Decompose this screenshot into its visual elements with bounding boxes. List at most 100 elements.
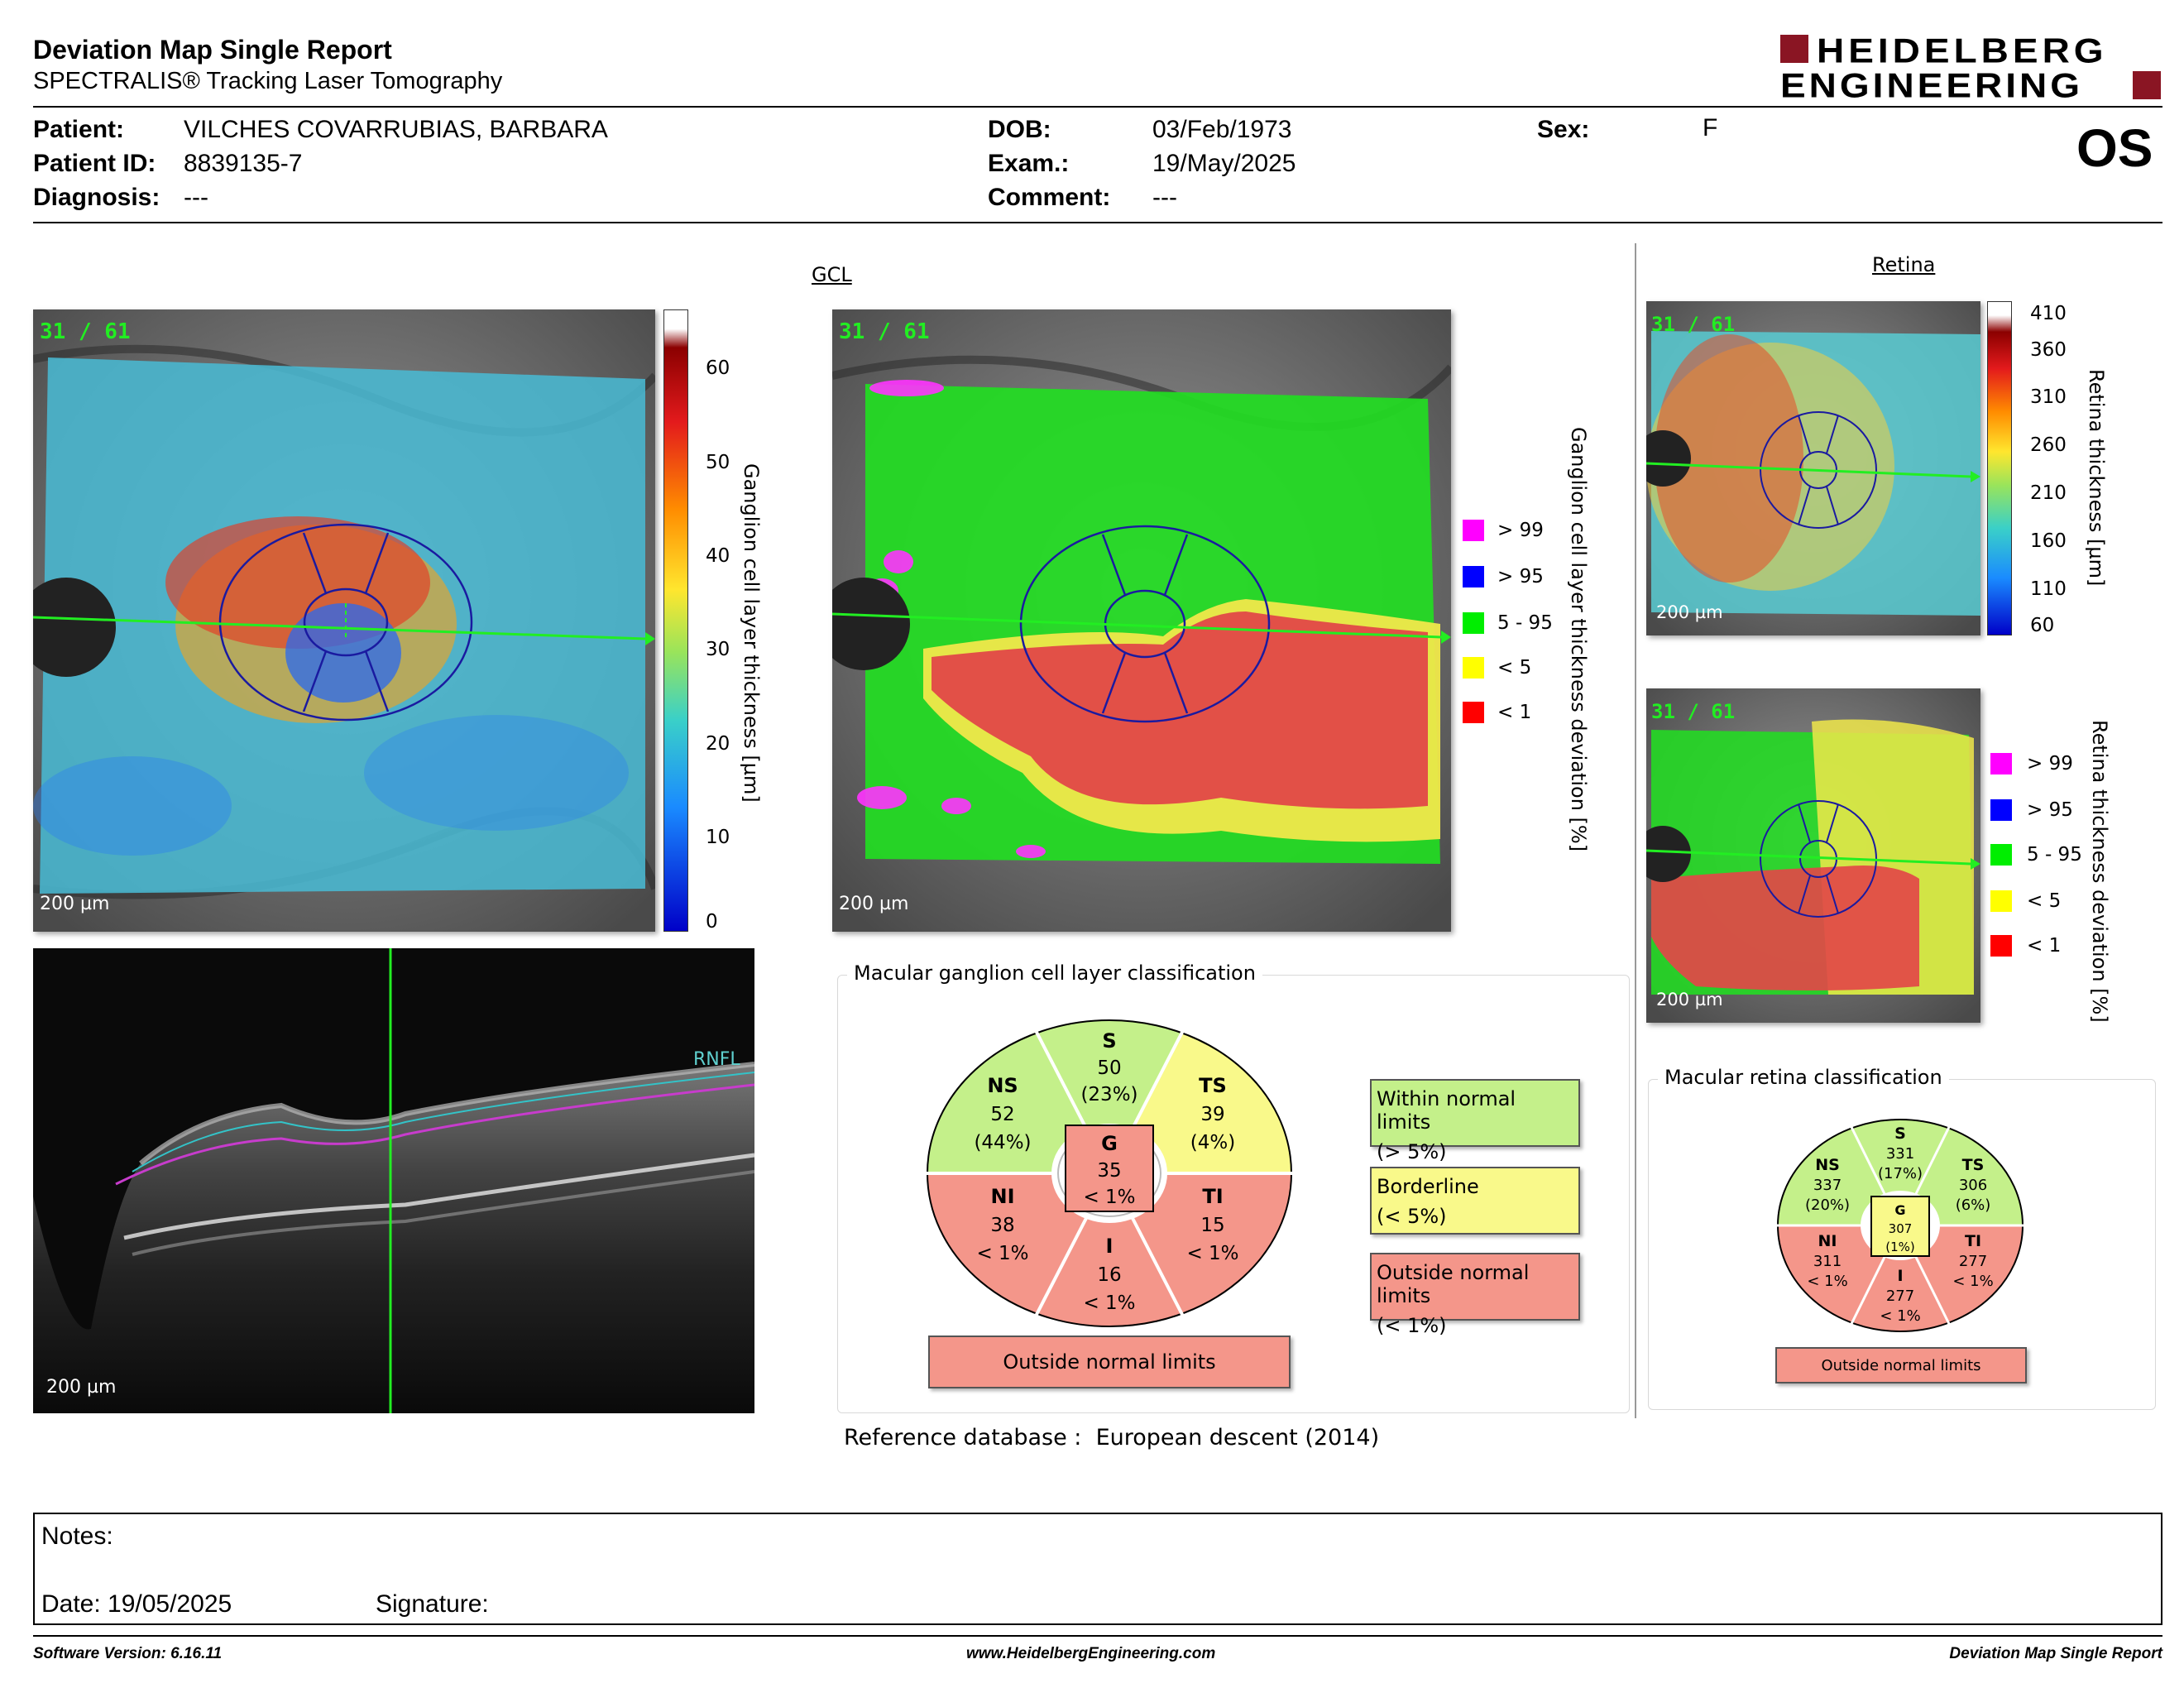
r-sector-ns-pct: (20%) — [1805, 1196, 1850, 1214]
notes-box[interactable] — [33, 1513, 2162, 1625]
heidelberg-logo: HEIDELBERG ENGINEERING — [1780, 31, 2161, 104]
sector-s-pct: (23%) — [1080, 1084, 1138, 1105]
r-sector-s-value: 331 — [1886, 1145, 1914, 1163]
legend-swatch-gt95 — [1463, 566, 1484, 587]
retina-legend-label: > 95 — [2027, 799, 2073, 821]
r-sector-ni-label: NI — [1818, 1232, 1837, 1250]
software-version: Software Version: 6.16.11 — [33, 1645, 223, 1662]
r-sector-g-value: 307 — [1889, 1221, 1913, 1236]
retina-dev-scale-bar: 200 µm — [1656, 990, 1723, 1009]
retina-tick: 260 — [2030, 434, 2067, 456]
website-link[interactable]: www.HeidelbergEngineering.com — [966, 1645, 1216, 1662]
r-sector-i-label: I — [1897, 1267, 1903, 1285]
oct-bscan[interactable]: RNFL 200 µm — [33, 948, 754, 1413]
diagnosis-value: --- — [184, 184, 208, 211]
bscan-scale-bar: 200 µm — [46, 1377, 117, 1398]
sector-s-value: 50 — [1097, 1057, 1121, 1079]
legend-swatch-5-95 — [1463, 612, 1484, 634]
sector-g-pct: < 1% — [1083, 1187, 1135, 1208]
legend-borderline: Borderline (< 5%) — [1370, 1167, 1580, 1235]
retina-scale-bar: 200 µm — [1656, 602, 1723, 622]
gcl-tick: 0 — [706, 911, 718, 933]
retina-legend-swatch-gt95 — [1990, 799, 2012, 821]
gcl-section-title: GCL — [812, 263, 852, 286]
sector-ni-label: NI — [990, 1185, 1014, 1208]
gcl-tick: 20 — [706, 733, 730, 755]
dob-value: 03/Feb/1973 — [1152, 116, 1292, 143]
reference-database: Reference database : European descent (2… — [844, 1425, 1380, 1451]
r-sector-ti-value: 277 — [1959, 1253, 1987, 1270]
r-sector-ts-pct: (6%) — [1956, 1196, 1991, 1214]
sector-g-label: G — [1101, 1132, 1118, 1155]
retina-legend-label: > 99 — [2027, 753, 2073, 774]
comment-label: Comment: — [988, 184, 1111, 211]
sector-ts-label: TS — [1199, 1074, 1227, 1097]
retina-tick: 160 — [2030, 530, 2067, 552]
r-sector-g-label: G — [1894, 1202, 1905, 1218]
sector-ns-value: 52 — [990, 1104, 1014, 1125]
retina-thickness-map[interactable]: 31 / 61 200 µm — [1646, 301, 1980, 635]
legend-label: 5 - 95 — [1497, 612, 1553, 634]
sector-ni-pct: < 1% — [976, 1243, 1028, 1264]
signature-label: Signature: — [376, 1590, 489, 1618]
legend-swatch-lt1 — [1463, 702, 1484, 723]
legend-swatch-gt99 — [1463, 520, 1484, 541]
sector-i-pct: < 1% — [1083, 1292, 1135, 1314]
gcl-sector-chart: S 50 (23%) NS 52 (44%) TS 39 (4%) NI 38 … — [925, 1018, 1294, 1329]
retina-deviation-axis-label: Retina thickness deviation [%] — [2088, 720, 2111, 1023]
r-sector-ni-value: 311 — [1813, 1253, 1842, 1270]
sex-value: F — [1703, 114, 1718, 141]
section-divider — [1635, 243, 1636, 1418]
legend-label: > 95 — [1497, 566, 1544, 587]
patient-label: Patient: — [33, 116, 125, 143]
retina-thickness-colorbar — [1987, 301, 2012, 635]
sector-i-value: 16 — [1097, 1264, 1121, 1286]
sex-label: Sex: — [1537, 116, 1590, 143]
r-sector-ti-label: TI — [1965, 1232, 1981, 1250]
comment-value: --- — [1152, 184, 1177, 211]
retina-legend-swatch-lt1 — [1990, 935, 2012, 957]
legend-label: < 1 — [1497, 702, 1532, 723]
dob-label: DOB: — [988, 116, 1051, 143]
retina-thickness-axis-label: Retina thickness [µm] — [2085, 369, 2108, 587]
retina-deviation-map[interactable]: 31 / 61 200 µm — [1646, 688, 1980, 1023]
patient-id-label: Patient ID: — [33, 150, 156, 177]
retina-tick: 360 — [2030, 339, 2067, 361]
legend-label: < 5 — [1497, 657, 1532, 679]
rnfl-layer-label: RNFL — [693, 1049, 740, 1070]
retina-tick: 110 — [2030, 578, 2067, 600]
r-sector-ts-label: TS — [1962, 1156, 1985, 1174]
exam-label: Exam.: — [988, 150, 1070, 177]
date-label: Date: 19/05/2025 — [41, 1590, 232, 1618]
gcl-overall-result: Outside normal limits — [928, 1336, 1291, 1388]
patient-id: 8839135-7 — [184, 150, 303, 177]
legend-swatch-lt5 — [1463, 657, 1484, 679]
sector-ns-label: NS — [987, 1074, 1018, 1097]
retina-section-title: Retina — [1872, 253, 1936, 276]
r-sector-i-value: 277 — [1886, 1288, 1914, 1305]
retina-legend-swatch-lt5 — [1990, 890, 2012, 912]
sector-ts-value: 39 — [1200, 1104, 1224, 1125]
r-sector-g-pct: (1%) — [1885, 1240, 1915, 1254]
gcl-thickness-axis-label: Ganglion cell layer thickness [µm] — [740, 463, 763, 803]
r-sector-ts-value: 306 — [1959, 1177, 1987, 1194]
gcl-classification-title: Macular ganglion cell layer classificati… — [847, 961, 1262, 985]
sector-ti-label: TI — [1202, 1185, 1223, 1208]
retina-legend-swatch-5-95 — [1990, 844, 2012, 866]
sector-i-label: I — [1106, 1235, 1114, 1258]
report-subtitle: SPECTRALIS® Tracking Laser Tomography — [33, 68, 503, 94]
diagnosis-label: Diagnosis: — [33, 184, 160, 211]
notes-label: Notes: — [41, 1523, 113, 1550]
gcl-thickness-map[interactable]: 31 / 61 200 µm — [33, 309, 655, 932]
sector-g-value: 35 — [1097, 1160, 1121, 1182]
gcl-tick: 40 — [706, 545, 730, 567]
retina-tick: 310 — [2030, 386, 2067, 408]
sector-ti-pct: < 1% — [1186, 1243, 1238, 1264]
retina-scan-counter: 31 / 61 — [1651, 313, 1736, 336]
patient-name: VILCHES COVARRUBIAS, BARBARA — [184, 116, 608, 143]
retina-tick: 210 — [2030, 482, 2067, 504]
r-sector-ns-label: NS — [1815, 1156, 1840, 1174]
gcl-deviation-map[interactable]: 31 / 61 200 µm — [832, 309, 1451, 932]
gcl-tick: 30 — [706, 639, 730, 660]
retina-legend-label: < 5 — [2027, 890, 2062, 912]
